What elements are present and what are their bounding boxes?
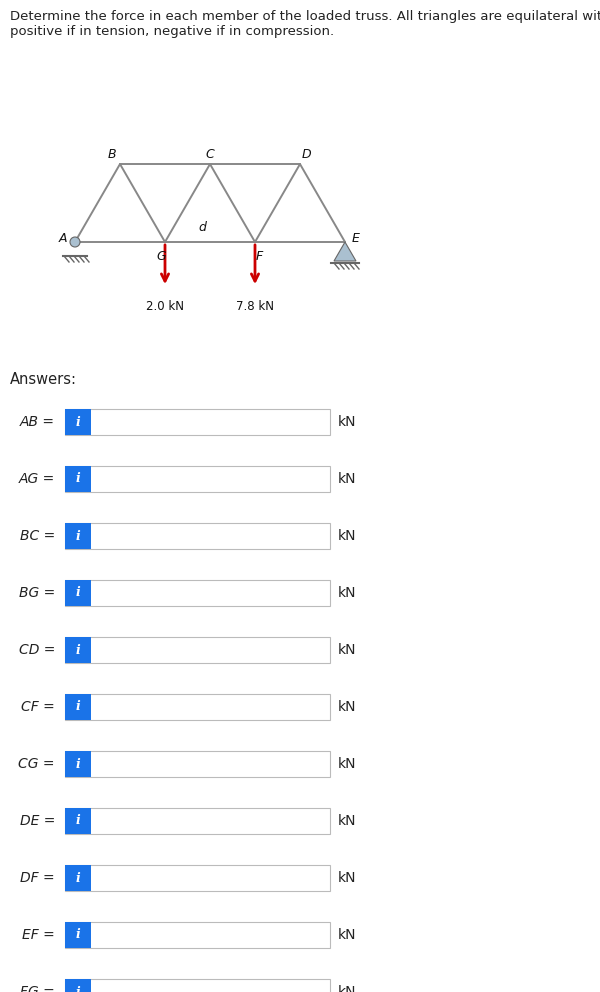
Text: i: i [76,929,80,941]
Bar [65,979,91,992]
Bar [65,922,91,948]
Text: 7.8 kN: 7.8 kN [236,300,274,313]
Text: D: D [301,148,311,161]
Text: AG =: AG = [19,472,55,486]
Bar [65,751,330,777]
Text: DE =: DE = [20,814,55,828]
Text: kN: kN [338,871,356,885]
Bar [65,409,330,435]
Text: E: E [352,232,360,245]
Bar [65,523,91,549]
Text: i: i [76,985,80,992]
Text: Determine the force in each member of the loaded truss. All triangles are equila: Determine the force in each member of th… [10,10,600,23]
Text: kN: kN [338,472,356,486]
Text: i: i [76,644,80,657]
Bar [65,466,330,492]
Text: d: d [198,221,206,234]
Bar [65,523,330,549]
Text: F: F [256,250,263,263]
Text: i: i [76,700,80,713]
Text: i: i [76,416,80,429]
Bar [65,808,91,834]
Text: BC =: BC = [20,529,55,543]
Text: CF =: CF = [21,700,55,714]
Bar [65,637,330,663]
Bar [65,922,330,948]
Text: i: i [76,872,80,885]
Text: A: A [59,232,67,245]
Text: CD =: CD = [19,643,55,657]
Text: AB =: AB = [20,415,55,429]
Text: 2.0 kN: 2.0 kN [146,300,184,313]
Bar [65,466,91,492]
Text: i: i [76,472,80,485]
Bar [65,751,91,777]
Bar [65,580,91,606]
Text: kN: kN [338,928,356,942]
Text: FG =: FG = [20,985,55,992]
Text: kN: kN [338,700,356,714]
Bar [65,580,330,606]
Bar [65,637,91,663]
Bar [65,865,330,891]
Text: B: B [107,148,116,161]
Polygon shape [334,242,356,261]
Text: i: i [76,530,80,543]
Text: kN: kN [338,985,356,992]
Text: kN: kN [338,529,356,543]
Text: kN: kN [338,757,356,771]
Text: kN: kN [338,643,356,657]
Text: kN: kN [338,415,356,429]
Text: i: i [76,586,80,599]
Bar [65,409,91,435]
Text: C: C [206,148,214,161]
Bar [65,979,330,992]
Text: kN: kN [338,814,356,828]
Text: i: i [76,814,80,827]
Circle shape [70,237,80,247]
Text: positive if in tension, negative if in compression.: positive if in tension, negative if in c… [10,25,334,38]
Text: EF =: EF = [22,928,55,942]
Bar [65,694,91,720]
Bar [65,808,330,834]
Text: kN: kN [338,586,356,600]
Bar [65,865,91,891]
Text: DF =: DF = [20,871,55,885]
Text: G: G [156,250,166,263]
Bar [65,694,330,720]
Text: Answers:: Answers: [10,372,77,387]
Text: BG =: BG = [19,586,55,600]
Text: CG =: CG = [19,757,55,771]
Text: i: i [76,758,80,771]
